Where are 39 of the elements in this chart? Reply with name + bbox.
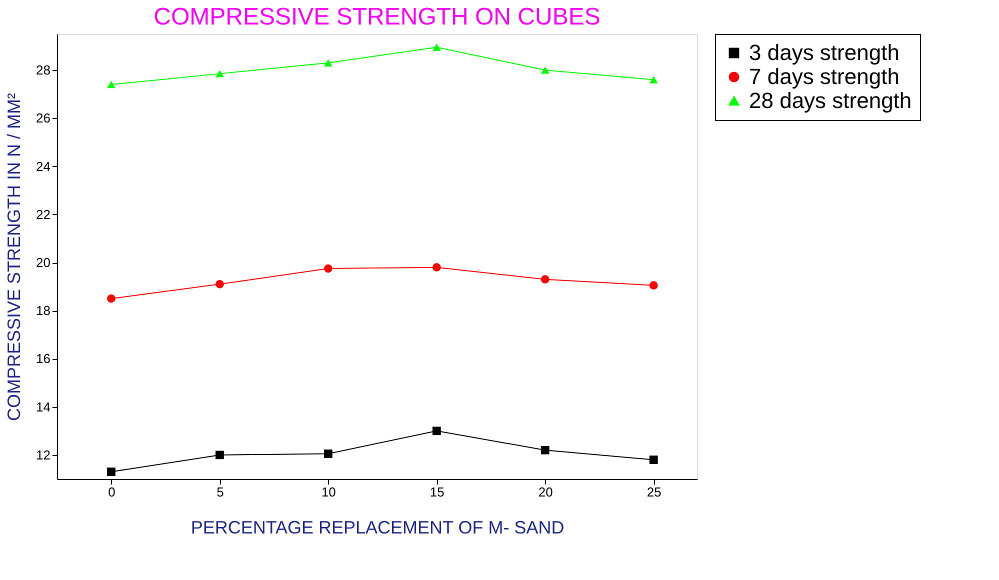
x-tick-label: 10 [321, 484, 336, 500]
x-tick-label: 15 [430, 484, 444, 500]
point [324, 59, 332, 66]
y-axis-title: COMPRESSIVE STRENGTH IN N / MM² [4, 92, 24, 422]
point [432, 44, 441, 51]
legend-label: 28 days strength [749, 88, 912, 113]
point [432, 426, 441, 436]
point [107, 80, 116, 88]
point [649, 76, 658, 84]
point [324, 450, 332, 458]
legend-label: 7 days strength [749, 64, 900, 89]
y-tick-label: 24 [36, 158, 50, 174]
y-tick-label: 16 [36, 351, 50, 366]
point [649, 456, 658, 464]
point [107, 294, 116, 303]
legend-label: 3 days strength [749, 40, 900, 65]
y-tick-label: 12 [36, 447, 50, 462]
y-tick-label: 22 [36, 206, 50, 222]
x-axis-title: PERCENTAGE REPLACEMENT OF M- SAND [190, 518, 564, 538]
point [540, 446, 550, 454]
y-tick-label: 14 [36, 399, 50, 414]
x-tick-label: 20 [538, 484, 553, 500]
y-tick-label: 18 [36, 303, 50, 318]
y-tick-label: 26 [36, 110, 50, 126]
x-tick-label: 25 [646, 484, 662, 500]
point [540, 66, 550, 74]
y-tick-label: 28 [36, 62, 50, 78]
point [216, 450, 224, 460]
point [324, 264, 332, 273]
x-tick-label: 0 [108, 484, 116, 500]
x-tick-label: 5 [216, 484, 224, 500]
point [649, 281, 658, 290]
point [107, 468, 116, 476]
point [432, 263, 441, 272]
y-tick-label: 20 [36, 255, 50, 270]
point [216, 280, 224, 288]
point [216, 70, 224, 78]
chart-title: COMPRESSIVE STRENGTH ON CUBES [154, 4, 600, 30]
point [540, 275, 550, 284]
